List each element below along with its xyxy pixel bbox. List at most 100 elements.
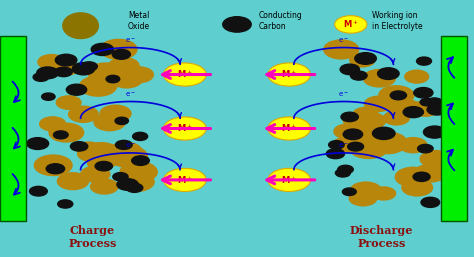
Circle shape	[418, 144, 433, 153]
Circle shape	[108, 146, 147, 167]
Circle shape	[372, 187, 396, 200]
Circle shape	[332, 137, 360, 153]
Circle shape	[421, 197, 440, 207]
Circle shape	[414, 88, 433, 98]
Circle shape	[78, 146, 104, 161]
Circle shape	[38, 54, 65, 69]
Circle shape	[414, 164, 446, 182]
Text: Metal
Oxide: Metal Oxide	[128, 11, 150, 31]
Circle shape	[405, 70, 428, 83]
Circle shape	[57, 173, 89, 190]
Circle shape	[350, 182, 382, 199]
Circle shape	[164, 168, 206, 191]
Circle shape	[402, 179, 433, 196]
Circle shape	[383, 111, 410, 125]
Circle shape	[55, 54, 77, 66]
Circle shape	[91, 153, 118, 168]
Text: M$^+$: M$^+$	[281, 123, 297, 134]
Circle shape	[76, 142, 101, 156]
Circle shape	[340, 64, 359, 75]
Text: Conducting
Carbon: Conducting Carbon	[258, 11, 302, 31]
Circle shape	[347, 142, 364, 151]
Circle shape	[56, 96, 81, 109]
Circle shape	[80, 76, 117, 96]
Circle shape	[390, 91, 407, 100]
Text: M$^+$: M$^+$	[177, 69, 193, 80]
Circle shape	[118, 172, 154, 191]
Text: e$^-$: e$^-$	[125, 36, 136, 45]
Circle shape	[337, 165, 353, 174]
Circle shape	[374, 133, 399, 147]
Circle shape	[78, 146, 106, 161]
Circle shape	[417, 57, 431, 65]
Bar	[0, 36, 26, 221]
Circle shape	[355, 53, 376, 64]
Circle shape	[363, 69, 395, 87]
Text: e$^-$: e$^-$	[125, 90, 136, 99]
Circle shape	[349, 138, 388, 159]
Circle shape	[71, 142, 88, 151]
Circle shape	[36, 157, 66, 173]
Text: Charge
Process: Charge Process	[68, 225, 117, 249]
Circle shape	[164, 117, 206, 140]
Circle shape	[268, 168, 310, 191]
Circle shape	[113, 173, 128, 181]
Circle shape	[100, 105, 131, 122]
Circle shape	[353, 107, 378, 121]
Circle shape	[350, 53, 375, 67]
Text: Discharge
Process: Discharge Process	[350, 225, 413, 249]
Circle shape	[164, 63, 206, 86]
Circle shape	[42, 93, 55, 100]
Circle shape	[347, 125, 374, 139]
Circle shape	[27, 138, 49, 150]
Circle shape	[95, 161, 112, 171]
Circle shape	[349, 191, 377, 206]
Circle shape	[34, 155, 72, 176]
Text: Working ion
in Electrolyte: Working ion in Electrolyte	[372, 11, 423, 31]
Circle shape	[91, 179, 118, 194]
Circle shape	[426, 98, 443, 107]
Circle shape	[109, 142, 142, 160]
Circle shape	[328, 141, 344, 149]
Circle shape	[124, 67, 154, 83]
Circle shape	[223, 17, 251, 32]
Circle shape	[33, 73, 49, 81]
Circle shape	[403, 107, 423, 118]
Text: M$^+$: M$^+$	[177, 174, 193, 186]
Circle shape	[378, 68, 399, 79]
Circle shape	[324, 40, 359, 59]
Circle shape	[109, 58, 139, 74]
Circle shape	[336, 169, 350, 177]
Circle shape	[91, 43, 114, 56]
Circle shape	[356, 113, 385, 129]
Circle shape	[111, 71, 142, 88]
Circle shape	[133, 132, 147, 141]
Circle shape	[343, 129, 363, 140]
Circle shape	[420, 98, 434, 106]
Text: e$^-$: e$^-$	[338, 36, 349, 45]
Circle shape	[365, 96, 392, 112]
Circle shape	[72, 63, 95, 75]
Circle shape	[421, 198, 437, 206]
Circle shape	[379, 86, 414, 105]
Circle shape	[420, 151, 451, 167]
Circle shape	[427, 104, 447, 115]
Text: M$^+$: M$^+$	[281, 69, 297, 80]
Circle shape	[390, 100, 421, 117]
Text: e$^-$: e$^-$	[338, 90, 349, 99]
Circle shape	[58, 200, 73, 208]
Circle shape	[40, 117, 65, 131]
Circle shape	[95, 64, 126, 80]
Circle shape	[81, 166, 110, 182]
Circle shape	[413, 172, 430, 181]
Text: M$^+$: M$^+$	[343, 19, 359, 30]
Ellipse shape	[63, 13, 99, 39]
Circle shape	[66, 84, 87, 95]
Circle shape	[100, 39, 137, 59]
Circle shape	[54, 131, 68, 139]
Circle shape	[268, 117, 310, 140]
Circle shape	[326, 149, 345, 159]
Circle shape	[115, 117, 128, 124]
Circle shape	[132, 156, 149, 166]
Circle shape	[37, 67, 58, 79]
